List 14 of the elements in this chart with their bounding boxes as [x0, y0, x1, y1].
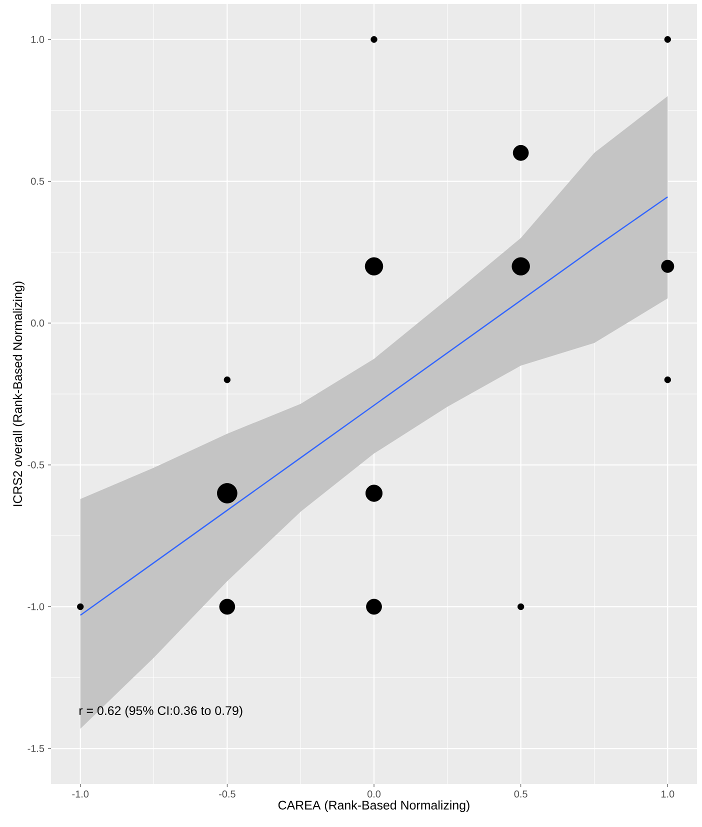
y-tick-label: -1.0: [28, 603, 44, 610]
x-axis-title: CAREA (Rank-Based Normalizing): [278, 800, 470, 812]
x-tick-label: 0.0: [367, 790, 381, 798]
annotation: r = 0.62 (95% CI:0.36 to 0.79): [79, 706, 242, 718]
y-tick-label: -1.5: [28, 745, 44, 752]
x-tick-label: -0.5: [219, 790, 236, 798]
y-axis-title: ICRS2 overall (Rank-Based Normalizing): [12, 282, 24, 506]
y-tick-label: 0.0: [31, 320, 44, 327]
x-tick-label: 0.5: [514, 790, 528, 798]
y-tick-label: -0.5: [28, 461, 44, 468]
y-tick-label: 0.5: [31, 178, 44, 185]
x-tick-label: 1.0: [661, 790, 674, 798]
y-tick-label: 1.0: [31, 36, 44, 43]
x-tick-label: -1.0: [72, 790, 89, 798]
